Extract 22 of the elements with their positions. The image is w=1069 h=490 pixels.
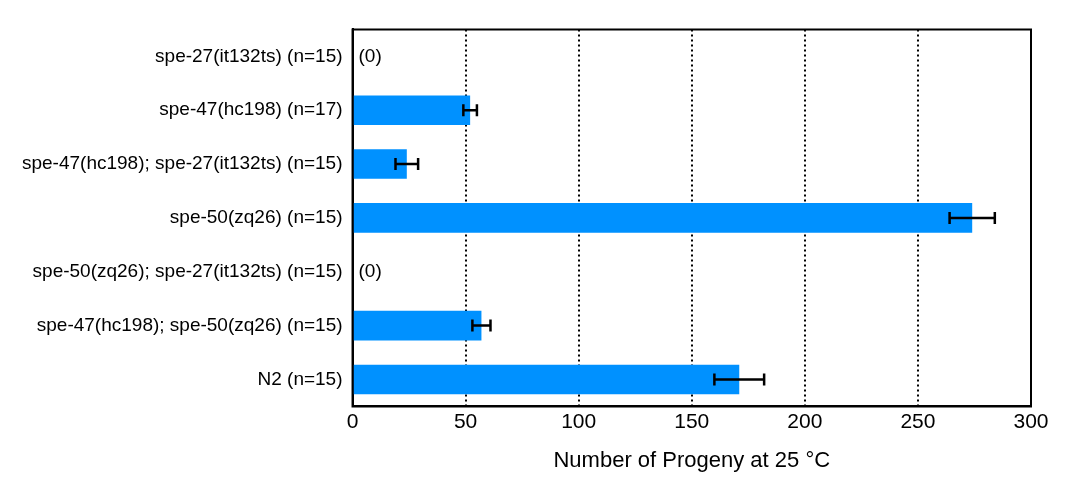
data-label: (0) (358, 259, 382, 281)
x-tick-label: 50 (453, 408, 478, 432)
data-label: (0) (358, 44, 382, 66)
bar (353, 364, 740, 395)
x-tick-label: 200 (787, 408, 823, 432)
y-tick-label: spe-47(hc198); spe-27(it132ts) (n=15) (21, 152, 343, 174)
x-tick-label: 150 (674, 408, 710, 432)
x-axis-title: Number of Progeny at 25 °C (553, 446, 831, 472)
y-tick-label: spe-27(it132ts) (n=15) (155, 44, 343, 66)
x-tick-label: 250 (900, 408, 936, 432)
bar (353, 310, 482, 341)
x-tick-label: 100 (561, 408, 597, 432)
x-tick-label: 300 (1013, 408, 1049, 432)
y-tick-label: spe-47(hc198); spe-50(zq26) (n=15) (36, 313, 343, 335)
y-tick-label: N2 (n=15) (257, 367, 343, 389)
bar (353, 95, 471, 125)
bar (353, 149, 407, 179)
y-tick-label: spe-47(hc198) (n=17) (159, 98, 343, 120)
y-tick-label: spe-50(zq26); spe-27(it132ts) (n=15) (32, 259, 343, 281)
y-tick-label: spe-50(zq26) (n=15) (169, 206, 343, 228)
x-tick-label: 0 (346, 408, 359, 432)
bar (353, 203, 973, 233)
